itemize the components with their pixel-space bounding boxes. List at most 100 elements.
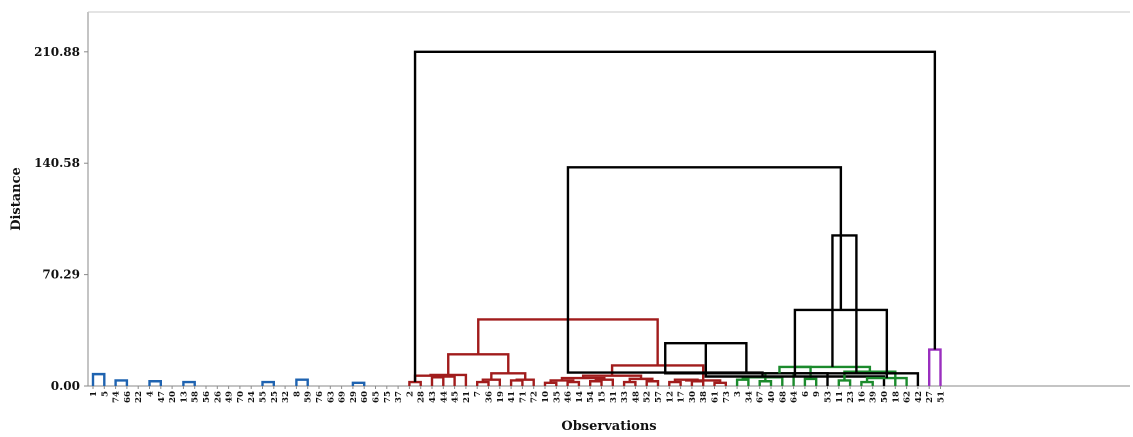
x-tick-label: 9 [812, 391, 822, 397]
dendrogram-link [704, 343, 886, 386]
x-tick-label: 23 [846, 391, 856, 403]
x-tick-label: 42 [914, 391, 924, 403]
x-tick-label: 61 [711, 391, 721, 403]
x-tick-label: 6 [801, 391, 811, 397]
x-tick-label: 26 [213, 391, 223, 403]
dendrogram-link [413, 50, 937, 383]
x-tick-label: 39 [869, 391, 879, 403]
x-tick-label: 15 [598, 391, 608, 403]
x-tick-label: 31 [609, 391, 619, 403]
x-tick-label: 70 [236, 391, 246, 403]
dendrogram-link [594, 378, 614, 386]
y-tick-label: 0.00 [51, 379, 80, 393]
dendrogram-link [114, 379, 129, 386]
y-axis-title: Distance [9, 167, 24, 231]
x-tick-label: 74 [112, 391, 122, 403]
y-tick-label: 140.58 [34, 156, 80, 170]
x-tick-label: 63 [326, 391, 336, 403]
x-tick-label: 47 [157, 391, 167, 403]
x-tick-label: 1 [89, 391, 99, 397]
dendrogram-link [430, 376, 445, 386]
x-tick-label: 17 [677, 391, 687, 403]
dendrogram-link [543, 381, 558, 386]
x-axis-title: Observations [561, 419, 656, 434]
x-tick-label: 24 [247, 391, 257, 403]
x-tick-label: 44 [439, 391, 449, 403]
x-tick-label: 50 [880, 391, 890, 403]
dendrogram-link [622, 380, 637, 386]
dendrogram-link [509, 379, 524, 386]
dendrogram-link [928, 348, 942, 386]
x-tick-label: 33 [620, 391, 630, 403]
x-tick-label: 45 [451, 391, 461, 403]
dendrogram-link [795, 365, 872, 372]
x-tick-label: 53 [824, 391, 834, 403]
x-tick-label: 7 [473, 391, 483, 397]
dendrogram-link [668, 380, 682, 386]
x-tick-label: 54 [586, 391, 596, 403]
dendrogram-link [764, 372, 795, 386]
axes [87, 11, 1130, 387]
x-tick-label: 67 [756, 391, 766, 403]
x-tick-label: 43 [428, 391, 438, 403]
x-tick-label: 12 [665, 391, 675, 403]
x-tick-label: 18 [891, 391, 901, 403]
y-tick-group: 0.00 70.29 140.58 210.88 [34, 45, 88, 393]
x-tick-group: 1 5 74 66 22 4 47 20 13 58 56 26 49 70 24 55 25 32 8 59 76 63… [89, 386, 947, 403]
x-tick-label: 48 [631, 391, 641, 403]
dendrogram-link [831, 234, 858, 374]
x-tick-label: 37 [394, 391, 404, 403]
x-tick-label: 13 [179, 391, 189, 403]
x-tick-label: 55 [259, 391, 269, 403]
x-tick-label: 69 [338, 391, 348, 403]
y-tick-label: 70.29 [42, 268, 80, 282]
x-tick-label: 32 [281, 391, 291, 403]
x-tick-label: 29 [349, 391, 359, 403]
x-tick-label: 51 [937, 391, 947, 403]
dendrogram-link [690, 380, 705, 386]
x-tick-label: 25 [270, 391, 280, 403]
x-tick-label: 36 [485, 391, 495, 403]
dendrogram-link [860, 380, 874, 386]
x-tick-label: 62 [903, 391, 913, 403]
x-tick-label: 8 [292, 391, 302, 397]
dendrogram-link [447, 353, 510, 375]
dendrogram-link [628, 377, 654, 383]
x-tick-label: 3 [733, 391, 743, 397]
x-tick-label: 49 [225, 391, 235, 403]
dendrogram-link [713, 381, 727, 386]
dendrogram-link [837, 379, 852, 386]
x-tick-label: 2 [405, 391, 415, 397]
x-tick-label: 58 [191, 391, 201, 403]
x-tick-label: 72 [530, 391, 540, 403]
dendrogram-link [589, 380, 603, 386]
x-tick-label: 68 [778, 391, 788, 403]
x-tick-label: 11 [835, 391, 845, 403]
dendrogram-link [261, 380, 275, 386]
x-tick-label: 30 [688, 391, 698, 403]
dendrogram-link [295, 378, 309, 386]
x-tick-label: 14 [575, 391, 585, 403]
x-tick-label: 46 [564, 391, 574, 403]
x-tick-label: 5 [100, 391, 110, 397]
x-tick-label: 65 [372, 391, 382, 403]
x-tick-label: 35 [552, 391, 562, 403]
x-tick-label: 75 [383, 391, 393, 403]
dendrogram-link [566, 166, 843, 320]
x-tick-label: 20 [168, 391, 178, 403]
x-tick-label: 21 [462, 391, 472, 403]
x-tick-label: 4 [146, 391, 156, 397]
x-tick-label: 28 [417, 391, 427, 403]
dendrogram-link [803, 377, 818, 386]
dendrogram-link [515, 378, 535, 386]
x-tick-label: 27 [925, 391, 935, 403]
dendrogram-link [148, 380, 162, 386]
x-tick-label: 19 [496, 391, 506, 403]
dendrogram-link [566, 380, 581, 386]
x-tick-label: 57 [654, 391, 664, 403]
dendrogram-link [429, 373, 468, 386]
dendrogram-link [408, 380, 422, 386]
dendrogram-link [351, 381, 366, 386]
x-tick-label: 60 [360, 391, 370, 403]
